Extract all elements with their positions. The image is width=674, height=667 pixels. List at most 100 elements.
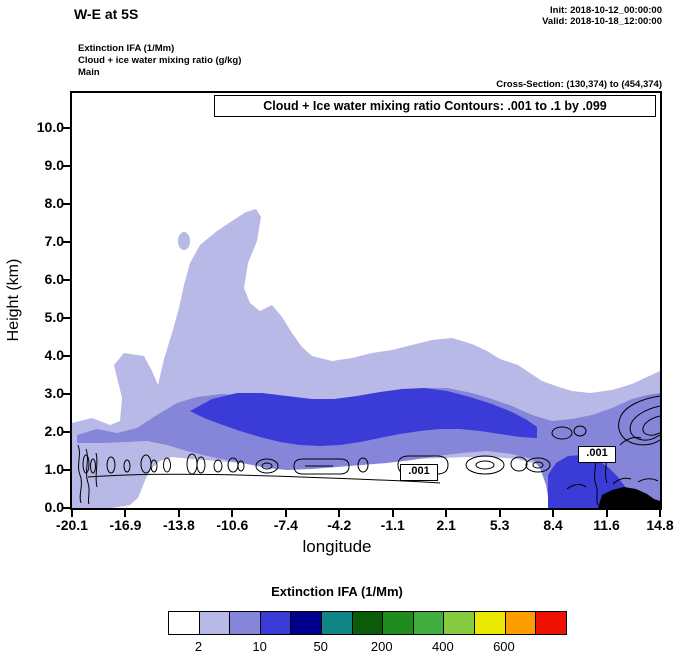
colorbar-tick-label: 400 bbox=[431, 639, 454, 654]
cloud-contour-line bbox=[637, 478, 659, 483]
colorbar-cell bbox=[169, 612, 200, 634]
cloud-contour-line bbox=[465, 455, 505, 475]
x-tick-label: -20.1 bbox=[56, 517, 88, 533]
field-info: Extinction IFA (1/Mm) Cloud + ice water … bbox=[78, 43, 241, 79]
y-tick-label: 3.0 bbox=[44, 385, 64, 401]
cloud-contour-line bbox=[593, 454, 599, 506]
x-tick-label: 8.4 bbox=[543, 517, 563, 533]
cloud-contour-line bbox=[618, 395, 660, 446]
x-tick-label: -10.6 bbox=[216, 517, 249, 533]
y-tick-mark bbox=[63, 317, 72, 319]
x-tick-mark bbox=[552, 510, 555, 517]
x-tick-label: -4.2 bbox=[327, 517, 352, 533]
cloud-contour-line bbox=[237, 460, 245, 472]
cloud-contour-line bbox=[642, 415, 660, 436]
x-tick-mark bbox=[177, 510, 180, 517]
cloud-contour-line bbox=[95, 452, 98, 488]
cloud-contour-line bbox=[573, 425, 587, 437]
colorbar bbox=[168, 611, 567, 635]
cloud-contour-line bbox=[196, 456, 206, 474]
colorbar-tick-label: 2 bbox=[194, 639, 203, 654]
y-tick-label: 2.0 bbox=[44, 423, 64, 439]
cloud-contour-line bbox=[77, 444, 82, 504]
colorbar-cell bbox=[352, 612, 384, 634]
colorbar-tick-label: 600 bbox=[493, 639, 515, 654]
colorbar-tick-label: 50 bbox=[313, 639, 328, 654]
x-axis-title: longitude bbox=[0, 537, 674, 557]
y-tick-mark bbox=[63, 469, 72, 471]
cloud-contour-line bbox=[150, 459, 158, 473]
cloud-contour-line bbox=[106, 456, 116, 474]
colorbar-title-text: Extinction IFA (1/Mm) bbox=[271, 584, 403, 599]
valid-time: Valid: 2018-10-18_12:00:00 bbox=[542, 16, 662, 28]
cloud-contour-line bbox=[163, 457, 171, 473]
cloud-contour-line bbox=[82, 454, 90, 474]
colorbar-cell bbox=[383, 612, 414, 634]
extinction-strong-band bbox=[190, 388, 537, 446]
plot-frame: Cloud + Ice water mixing ratio Contours:… bbox=[70, 91, 662, 510]
x-tick-label: 2.1 bbox=[436, 517, 456, 533]
y-tick-label: 0.0 bbox=[44, 499, 64, 515]
x-tick-mark bbox=[445, 510, 448, 517]
x-axis-title-text: longitude bbox=[302, 537, 372, 556]
cloud-contour-line bbox=[525, 457, 551, 473]
y-tick-mark bbox=[63, 241, 72, 243]
cloud-contour-line bbox=[612, 477, 632, 485]
x-tick-mark bbox=[338, 510, 341, 517]
cloud-contour-line bbox=[566, 484, 587, 490]
colorbar-cell bbox=[291, 612, 323, 634]
cloud-contour-line bbox=[213, 459, 223, 473]
cloud-contour-line bbox=[619, 436, 642, 446]
field-extinction-label: Extinction IFA (1/Mm) bbox=[78, 43, 175, 54]
x-tick-mark bbox=[284, 510, 287, 517]
plot-svg bbox=[72, 209, 660, 508]
y-tick-mark bbox=[63, 507, 72, 509]
cloud-contour-line bbox=[475, 460, 495, 470]
x-tick-label: -7.4 bbox=[273, 517, 298, 533]
cloud-contour-line bbox=[123, 459, 131, 473]
x-tick-mark bbox=[231, 510, 234, 517]
x-tick-mark bbox=[391, 510, 394, 517]
y-tick-mark bbox=[63, 127, 72, 129]
x-tick-mark bbox=[498, 510, 501, 517]
x-tick-mark bbox=[605, 510, 608, 517]
contour-value-label: .001 bbox=[400, 464, 438, 481]
y-tick-mark bbox=[63, 393, 72, 395]
x-tick-label: -16.9 bbox=[109, 517, 142, 533]
y-tick-label: 10.0 bbox=[36, 119, 64, 135]
contour-value-label: .001 bbox=[578, 446, 616, 463]
cloud-contour-line bbox=[85, 448, 90, 505]
cloud-contour-line bbox=[510, 456, 528, 472]
x-tick-label: -13.8 bbox=[162, 517, 195, 533]
colorbar-cell bbox=[505, 612, 537, 634]
cloud-contour-line bbox=[629, 405, 660, 441]
y-tick-label: 8.0 bbox=[44, 195, 64, 211]
cloud-contour-line bbox=[551, 426, 573, 440]
x-tick-label: 14.8 bbox=[646, 517, 674, 533]
cloud-contour-line bbox=[255, 458, 279, 474]
y-tick-label: 5.0 bbox=[44, 309, 64, 325]
colorbar-cell bbox=[230, 612, 261, 634]
y-tick-mark bbox=[63, 279, 72, 281]
x-tick-label: -1.1 bbox=[380, 517, 405, 533]
plot-inner-title: Cloud + Ice water mixing ratio Contours:… bbox=[214, 95, 656, 117]
colorbar-cell bbox=[444, 612, 476, 634]
y-tick-label: 6.0 bbox=[44, 271, 64, 287]
y-tick-label: 7.0 bbox=[44, 233, 64, 249]
y-tick-mark bbox=[63, 165, 72, 167]
y-tick-mark bbox=[63, 355, 72, 357]
cross-section-info: Cross-Section: (130,374) to (454,374) bbox=[496, 79, 662, 90]
colorbar-tick-label: 10 bbox=[252, 639, 267, 654]
colorbar-cell bbox=[199, 612, 231, 634]
y-tick-label: 9.0 bbox=[44, 157, 64, 173]
colorbar-cell bbox=[475, 612, 506, 634]
y-tick-mark bbox=[63, 431, 72, 433]
cloud-contour-line bbox=[357, 457, 369, 473]
colorbar-cell bbox=[413, 612, 445, 634]
x-tick-label: 11.6 bbox=[593, 517, 620, 533]
colorbar-tick-label: 200 bbox=[370, 639, 393, 654]
page-title: W-E at 5S bbox=[74, 6, 139, 22]
colorbar-title: Extinction IFA (1/Mm) bbox=[0, 584, 674, 599]
cloud-contour-line bbox=[90, 458, 96, 474]
